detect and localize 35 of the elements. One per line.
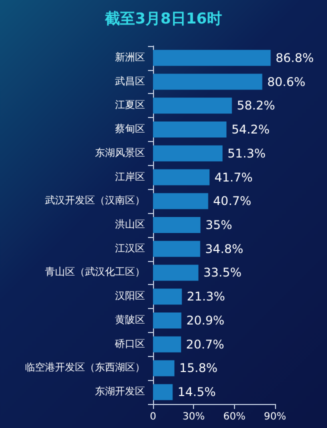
data-label: 15.8% (179, 361, 218, 376)
y-tick-label: 青山区（武汉化工区） (45, 266, 145, 278)
y-tick-label: 蔡甸区 (115, 123, 145, 136)
y-tick-label: 临空港开发区（东西湖区） (25, 362, 145, 374)
y-tick-label: 东湖开发区 (95, 386, 145, 398)
data-label: 34.8% (205, 242, 244, 256)
data-label: 80.6% (267, 74, 306, 89)
data-label: 41.7% (214, 170, 253, 184)
x-tick-label: 30% (182, 412, 205, 422)
data-label: 40.7% (213, 194, 252, 208)
y-tick-label: 江汉区 (115, 242, 145, 254)
y-tick-label: 江夏区 (115, 99, 145, 112)
data-label: 20.9% (186, 313, 224, 328)
data-label: 58.2% (236, 98, 276, 113)
data-label: 20.7% (186, 337, 224, 352)
y-tick-label: 东湖风景区 (95, 146, 145, 159)
x-tick-label: 90% (264, 412, 286, 422)
data-label: 35% (205, 218, 232, 232)
x-tick-label: 60% (223, 412, 246, 422)
y-tick-label: 江岸区 (115, 170, 145, 183)
y-tick-label: 汉阳区 (115, 290, 145, 302)
y-tick-label: 武汉开发区（汉南区） (45, 194, 145, 207)
data-label: 21.3% (186, 290, 225, 304)
y-tick-label: 新洲区 (115, 51, 145, 64)
data-label: 51.3% (228, 146, 266, 160)
y-tick-label: 洪山区 (115, 218, 145, 230)
y-tick-label: 武昌区 (115, 75, 145, 88)
chart-title: 截至3月8日16时 (104, 10, 222, 28)
y-tick-label: 黄陂区 (115, 314, 145, 326)
y-tick-label: 硚口区 (114, 338, 145, 350)
x-tick-label: 0 (150, 412, 156, 422)
data-label: 86.8% (276, 50, 314, 65)
data-label: 54.2% (231, 122, 270, 137)
data-label: 33.5% (203, 266, 242, 280)
data-label: 14.5% (178, 385, 216, 400)
